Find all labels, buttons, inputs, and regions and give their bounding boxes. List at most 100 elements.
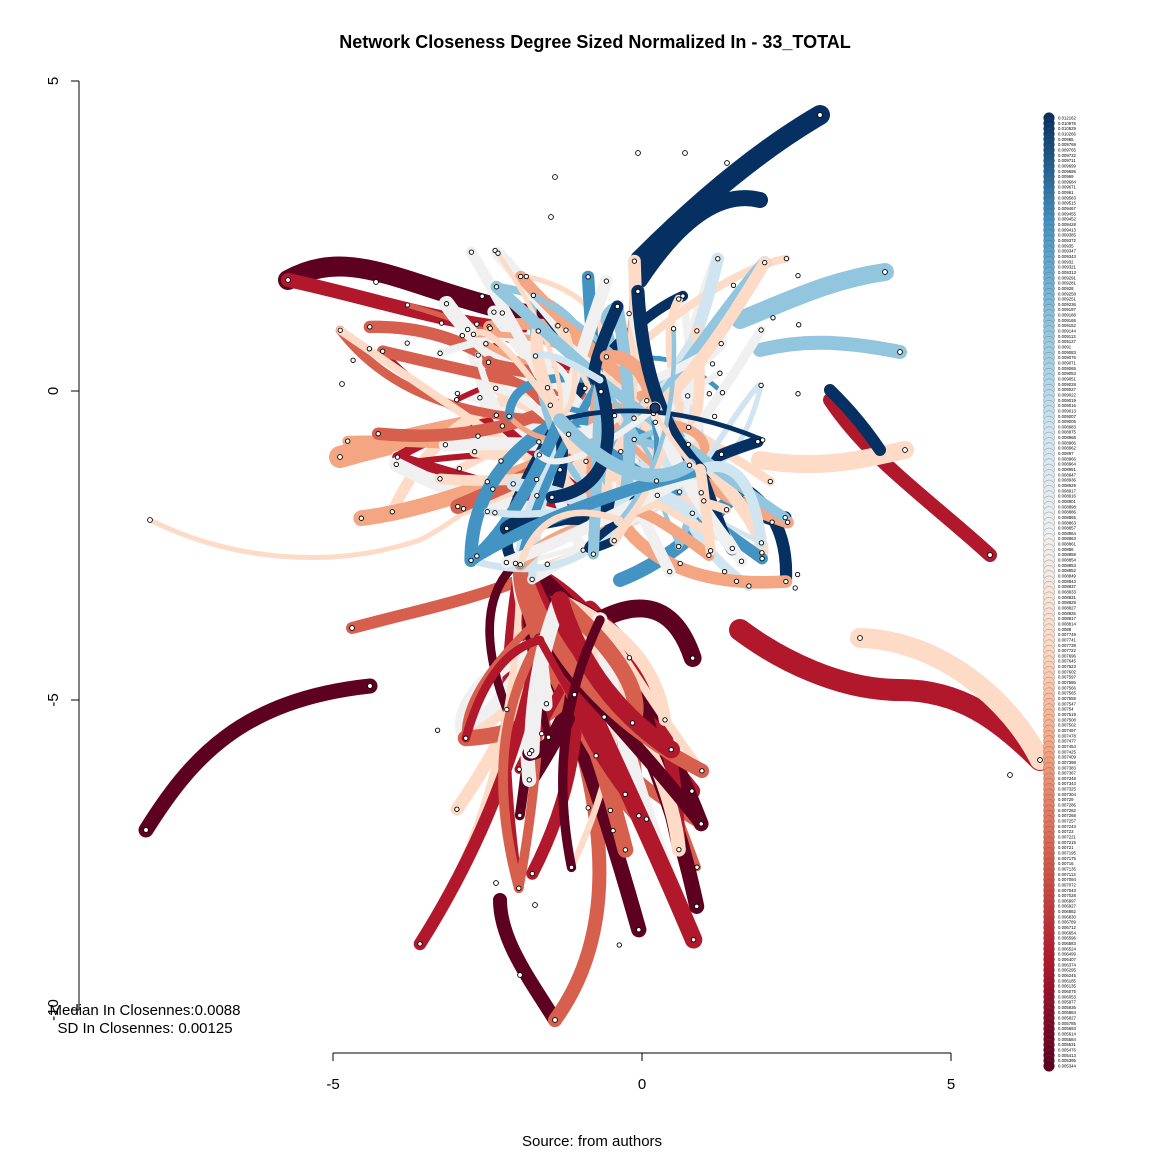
legend-label: 0.007094 [1058, 877, 1077, 882]
network-node [468, 557, 474, 564]
network-edge [536, 404, 659, 465]
legend-label: 0.008826 [1058, 611, 1077, 616]
network-node [532, 902, 538, 908]
network-edge [731, 263, 894, 329]
legend-label: 0.007113 [1058, 872, 1076, 877]
network-node [783, 578, 789, 585]
network-edge [613, 513, 793, 589]
network-edge [753, 335, 907, 359]
network-node [677, 560, 683, 567]
network-node [783, 255, 790, 262]
legend-label: 0.00935 [1058, 243, 1074, 248]
network-edge [138, 678, 378, 838]
legend-label: 0.007566 [1058, 685, 1077, 690]
y-tick-label: -5 [45, 693, 62, 706]
legend-label: 0.008864 [1058, 531, 1077, 536]
legend-label: 0.007215 [1058, 840, 1077, 845]
network-node [484, 479, 490, 485]
network-node [694, 328, 700, 334]
network-node [670, 326, 677, 332]
network-node [601, 714, 607, 720]
network-node [616, 942, 622, 948]
color-legend: 0.0121620.0109760.0106290.0102660.009850… [1043, 112, 1077, 1072]
legend-label: 0.008858 [1058, 552, 1077, 557]
legend-label: 0.009372 [1058, 238, 1077, 243]
legend-label: 0.009455 [1058, 211, 1077, 216]
network-node [490, 486, 496, 492]
legend-label: 0.009007 [1058, 414, 1077, 419]
network-node [635, 288, 641, 295]
network-node [795, 272, 801, 279]
network-node [796, 322, 802, 328]
legend-label: 0.009291 [1058, 275, 1077, 280]
network-node [565, 431, 572, 437]
legend-label: 0.007268 [1058, 813, 1077, 818]
legend-label: 0.008853 [1058, 563, 1077, 568]
legend-label: 0.008857 [1058, 526, 1077, 531]
network-node [417, 941, 423, 947]
legend-label: 0.008865 [1058, 515, 1077, 520]
network-node [694, 864, 700, 870]
network-edge [523, 592, 568, 759]
network-node [611, 412, 618, 419]
network-node [685, 393, 691, 399]
network-edge [648, 256, 771, 415]
network-node [653, 478, 660, 484]
legend-label: 0.008964 [1058, 462, 1077, 467]
network-node [686, 462, 693, 468]
legend-label: 0.007508 [1058, 717, 1077, 722]
network-node [680, 293, 686, 299]
network-edge [495, 250, 564, 423]
legend-label: 0.010629 [1058, 126, 1077, 131]
network-node [475, 352, 481, 358]
network-node [474, 553, 480, 559]
network-node [563, 327, 569, 333]
network-node [491, 309, 497, 315]
network-node [760, 437, 766, 443]
network-node [404, 302, 411, 308]
network-node [690, 655, 696, 661]
median-closeness-text: Median In Closennes:0.0088 [50, 1002, 241, 1019]
legend-label: 0.010976 [1058, 121, 1077, 126]
network-node [285, 277, 291, 283]
network-node [547, 402, 553, 408]
network-node [454, 390, 461, 397]
network-edge [632, 190, 768, 288]
network-node [717, 370, 723, 376]
network-node [536, 439, 542, 445]
legend-label: 0.009019 [1058, 398, 1077, 403]
network-node [582, 385, 588, 392]
network-node [479, 293, 485, 299]
legend-label: 0.008968 [1058, 435, 1077, 440]
network-node [759, 555, 765, 562]
network-node [510, 481, 516, 487]
network-node [393, 461, 399, 468]
network-node [504, 525, 510, 532]
network-node [459, 332, 466, 339]
sd-closeness-text: SD In Closennes: 0.00125 [57, 1020, 232, 1037]
network-nodes [143, 112, 1043, 1023]
network-node [631, 258, 638, 264]
network-node [380, 348, 386, 354]
legend-label: 0.009385 [1058, 233, 1077, 238]
network-node [499, 310, 505, 316]
network-node [568, 864, 575, 871]
legend-label: 0.009467 [1058, 206, 1077, 211]
legend-label: 0.00716 [1058, 861, 1074, 866]
network-node [373, 279, 379, 285]
legend-label: 0.00723 [1058, 829, 1074, 834]
network-node [534, 476, 540, 483]
legend-label: 0.006407 [1058, 957, 1077, 962]
legend-label: 0.009127 [1058, 339, 1077, 344]
legend-label: 0.007696 [1058, 653, 1077, 658]
network-edge [694, 461, 767, 549]
network-hub-node [649, 402, 661, 414]
legend-label: 0.007043 [1058, 888, 1077, 893]
legend-label: 0.006135 [1058, 984, 1077, 989]
legend-label: 0.007343 [1058, 781, 1077, 786]
x-axis: -5 0 5 [326, 1052, 955, 1093]
legend-label: 0.009165 [1058, 318, 1077, 323]
legend-label: 0.007722 [1058, 648, 1077, 653]
network-node [784, 519, 791, 525]
